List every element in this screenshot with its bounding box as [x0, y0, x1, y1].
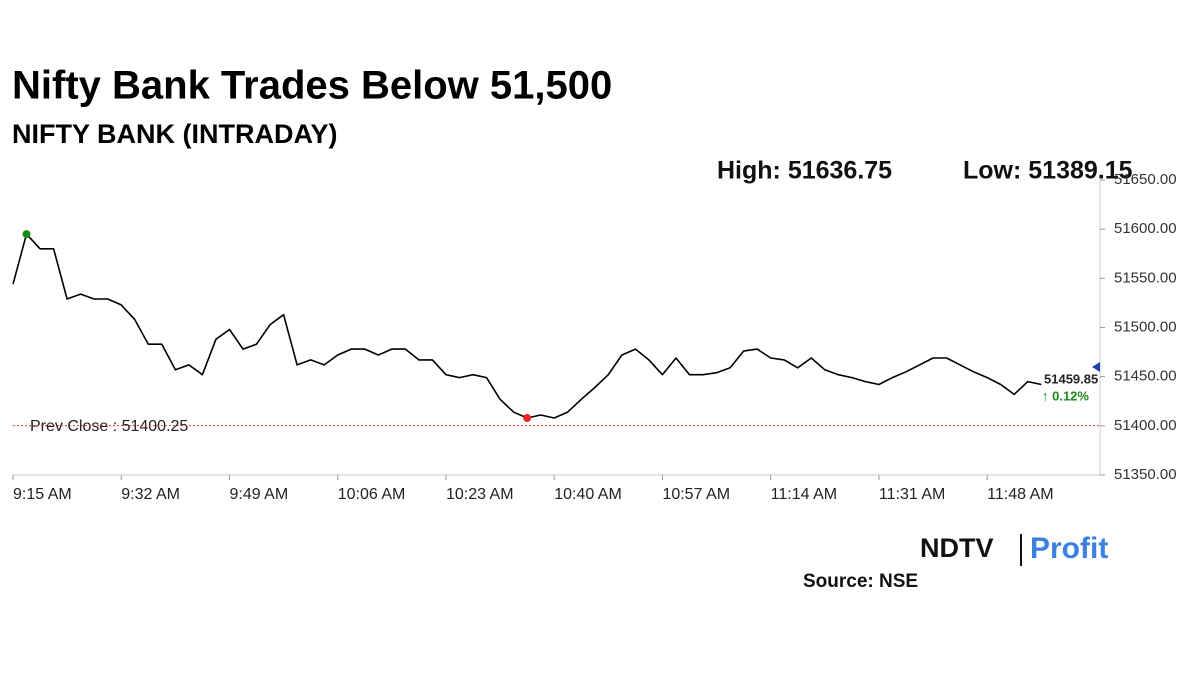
chart-title: Nifty Bank Trades Below 51,500	[12, 64, 612, 108]
change-label: ↑ 0.12%	[1042, 388, 1089, 403]
high-text: High: 51636.75	[717, 157, 892, 185]
high-marker	[22, 230, 31, 239]
prev-close-label: Prev Close : 51400.25	[30, 418, 188, 435]
chart-subtitle: NIFTY BANK (INTRADAY)	[12, 119, 338, 149]
y-tick-label: 51450.00	[1114, 368, 1177, 385]
low-marker	[523, 413, 532, 422]
x-tick-label: 9:15 AM	[13, 486, 72, 503]
logo-ndtv: NDTV	[920, 533, 994, 563]
x-tick-label: 9:32 AM	[121, 486, 180, 503]
last-value-label: 51459.85	[1044, 371, 1098, 386]
y-tick-label: 51550.00	[1114, 269, 1177, 286]
last-value-marker	[1092, 361, 1100, 372]
y-tick-label: 51350.00	[1114, 466, 1177, 483]
x-tick-label: 11:48 AM	[987, 486, 1053, 503]
x-tick-label: 10:57 AM	[662, 486, 730, 503]
x-tick-label: 10:06 AM	[338, 486, 406, 503]
source: Source: NSE	[803, 571, 918, 592]
x-tick-label: 11:14 AM	[771, 486, 837, 503]
y-tick-label: 51600.00	[1114, 220, 1177, 237]
x-tick-label: 10:40 AM	[554, 486, 622, 503]
logo-profit: Profit	[1030, 532, 1108, 565]
x-tick-label: 9:49 AM	[229, 486, 288, 503]
x-tick-label: 10:23 AM	[446, 486, 514, 503]
y-tick-label: 51400.00	[1114, 417, 1177, 434]
y-tick-label: 51500.00	[1114, 318, 1177, 335]
y-tick-label: 51650.00	[1114, 171, 1177, 188]
low-text: Low: 51389.15	[963, 157, 1133, 185]
price-line	[12, 233, 1042, 419]
x-tick-label: 11:31 AM	[879, 486, 945, 503]
